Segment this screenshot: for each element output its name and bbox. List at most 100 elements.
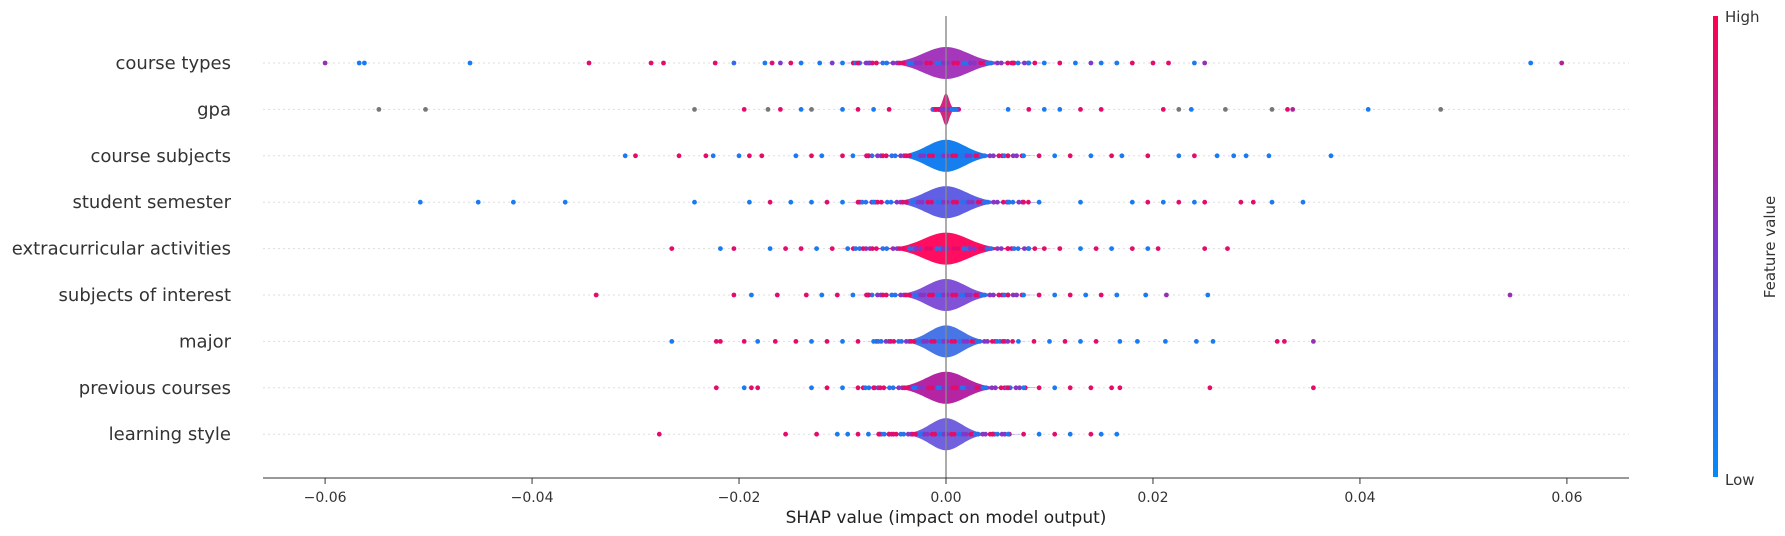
point-extracurricular-activities: [829, 246, 835, 252]
point-student-semester: [925, 199, 931, 205]
point-subjects-of-interest: [749, 292, 754, 298]
point-extracurricular-activities: [984, 246, 990, 252]
point-extracurricular-activities: [874, 246, 879, 252]
point-gpa: [1098, 107, 1104, 112]
point-course-types: [817, 60, 823, 66]
feature-label-previous-courses: previous courses: [79, 378, 231, 399]
point-gpa: [949, 107, 955, 112]
point-course-subjects: [809, 153, 814, 159]
point-course-subjects: [633, 153, 638, 159]
point-course-types: [998, 60, 1004, 66]
point-course-types: [988, 60, 994, 66]
point-course-subjects: [978, 153, 984, 159]
point-gpa: [886, 107, 892, 112]
colorbar-low-label: Low: [1725, 471, 1755, 489]
point-course-subjects: [930, 153, 936, 159]
point-learning-style: [891, 431, 896, 437]
point-course-types: [1559, 60, 1565, 66]
point-student-semester: [995, 199, 1000, 205]
point-student-semester: [863, 199, 869, 205]
point-student-semester: [935, 199, 940, 205]
point-extracurricular-activities: [907, 246, 913, 252]
point-major: [772, 339, 778, 344]
point-extracurricular-activities: [1225, 246, 1230, 252]
point-course-subjects: [898, 153, 904, 159]
point-previous-courses: [920, 385, 926, 391]
point-learning-style: [999, 431, 1005, 437]
point-course-types: [934, 60, 940, 66]
point-subjects-of-interest: [774, 292, 780, 298]
point-student-semester: [888, 199, 894, 205]
point-course-types: [586, 60, 592, 66]
point-course-types: [940, 60, 946, 66]
point-extracurricular-activities: [940, 246, 946, 252]
point-course-types: [866, 60, 871, 66]
point-course-types: [924, 60, 929, 66]
point-course-types: [1129, 60, 1135, 66]
point-subjects-of-interest: [987, 292, 993, 298]
point-course-subjects: [880, 153, 886, 159]
point-course-types: [829, 60, 835, 66]
point-course-subjects: [1176, 153, 1182, 159]
point-course-subjects: [973, 153, 979, 159]
point-previous-courses: [989, 385, 995, 391]
point-student-semester: [1300, 199, 1306, 205]
point-learning-style: [937, 431, 942, 437]
point-major: [921, 339, 927, 344]
point-gpa: [1026, 107, 1032, 112]
point-extracurricular-activities: [1093, 246, 1099, 252]
point-student-semester: [840, 199, 845, 205]
point-previous-courses: [863, 385, 868, 391]
point-previous-courses: [980, 385, 986, 391]
point-learning-style: [980, 431, 986, 437]
point-previous-courses: [896, 385, 902, 391]
point-previous-courses: [929, 385, 935, 391]
point-extracurricular-activities: [934, 246, 940, 252]
point-course-subjects: [967, 153, 973, 159]
point-course-types: [951, 60, 956, 66]
point-previous-courses: [1036, 385, 1042, 391]
point-subjects-of-interest: [950, 292, 955, 298]
point-learning-style: [972, 431, 978, 437]
point-student-semester: [859, 199, 865, 205]
point-course-types: [1015, 60, 1021, 66]
point-major: [809, 339, 814, 344]
point-gpa: [1188, 107, 1194, 112]
point-course-subjects: [1036, 153, 1042, 159]
point-course-types: [762, 60, 768, 66]
point-student-semester: [910, 199, 915, 205]
point-major: [888, 339, 894, 344]
point-learning-style: [834, 431, 840, 437]
point-major: [855, 339, 861, 344]
point-subjects-of-interest: [1083, 292, 1089, 298]
point-student-semester: [900, 199, 906, 205]
point-previous-courses: [1117, 385, 1123, 391]
point-subjects-of-interest: [912, 292, 918, 298]
point-major: [875, 339, 881, 344]
point-learning-style: [917, 431, 923, 437]
point-learning-style: [1052, 431, 1058, 437]
point-extracurricular-activities: [870, 246, 875, 252]
point-subjects-of-interest: [1507, 292, 1513, 298]
point-student-semester: [1160, 199, 1166, 205]
point-subjects-of-interest: [907, 292, 912, 298]
point-previous-courses: [974, 385, 980, 391]
point-course-types: [661, 60, 666, 66]
point-student-semester: [824, 199, 830, 205]
point-gpa: [798, 107, 804, 112]
point-extracurricular-activities: [901, 246, 906, 252]
point-course-types: [467, 60, 473, 66]
point-student-semester: [1176, 199, 1182, 205]
point-course-subjects: [793, 153, 799, 159]
point-major: [1135, 339, 1140, 344]
point-student-semester: [1250, 199, 1256, 205]
point-learning-style: [1114, 431, 1120, 437]
point-previous-courses: [890, 385, 896, 391]
point-major: [1311, 339, 1316, 344]
point-previous-courses: [749, 385, 754, 391]
point-student-semester: [950, 199, 956, 205]
point-extracurricular-activities: [928, 246, 933, 252]
point-extracurricular-activities: [951, 246, 956, 252]
point-major: [1078, 339, 1083, 344]
point-extracurricular-activities: [783, 246, 788, 252]
